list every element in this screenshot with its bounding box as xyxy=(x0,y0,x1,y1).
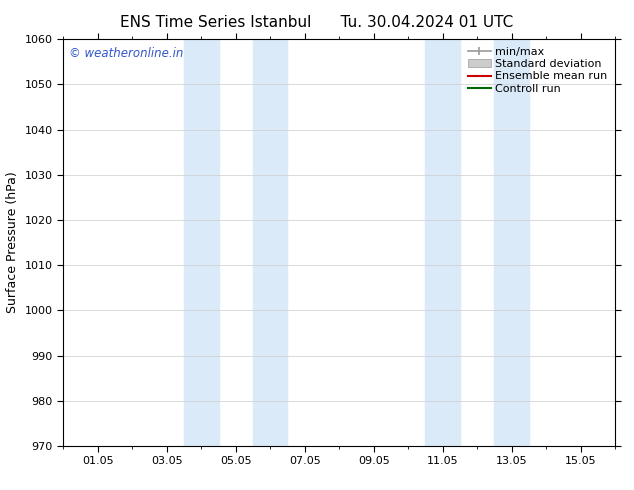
Legend: min/max, Standard deviation, Ensemble mean run, Controll run: min/max, Standard deviation, Ensemble me… xyxy=(466,45,609,96)
Text: © weatheronline.in: © weatheronline.in xyxy=(69,48,183,60)
Bar xyxy=(425,39,460,446)
Bar xyxy=(495,39,529,446)
Text: ENS Time Series Istanbul      Tu. 30.04.2024 01 UTC: ENS Time Series Istanbul Tu. 30.04.2024 … xyxy=(120,15,514,30)
Bar xyxy=(184,39,219,446)
Y-axis label: Surface Pressure (hPa): Surface Pressure (hPa) xyxy=(6,172,19,314)
Bar xyxy=(253,39,287,446)
